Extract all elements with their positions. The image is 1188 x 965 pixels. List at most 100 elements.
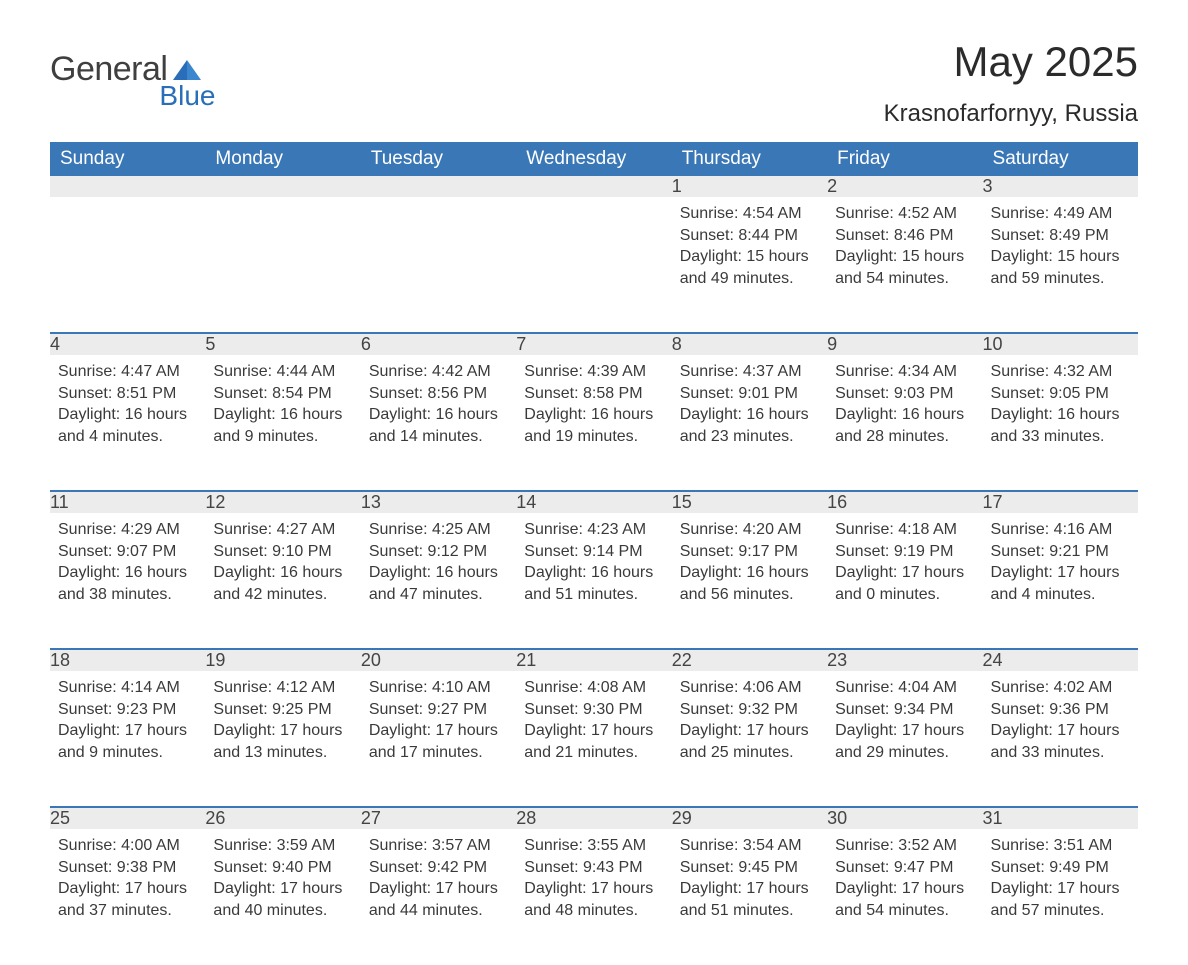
- sunrise-label: Sunrise:: [524, 363, 587, 380]
- daylight-line: Daylight: 17 hours and 48 minutes.: [524, 878, 663, 921]
- day-details: Sunrise: 4:32 AMSunset: 9:05 PMDaylight:…: [983, 355, 1138, 449]
- day-cell: Sunrise: 4:12 AMSunset: 9:25 PMDaylight:…: [205, 671, 360, 807]
- sunrise-line: Sunrise: 4:29 AM: [58, 519, 197, 541]
- sunset-label: Sunset:: [991, 701, 1050, 718]
- day-number: 4: [50, 333, 205, 355]
- sunrise-line: Sunrise: 4:47 AM: [58, 361, 197, 383]
- sunset-line: Sunset: 8:58 PM: [524, 383, 663, 405]
- sunset-value: 9:47 PM: [894, 859, 954, 876]
- daylight-line: Daylight: 16 hours and 4 minutes.: [58, 404, 197, 447]
- daylight-line: Daylight: 17 hours and 4 minutes.: [991, 562, 1130, 605]
- daylight-label: Daylight:: [213, 406, 280, 423]
- sunrise-label: Sunrise:: [369, 837, 432, 854]
- sunrise-line: Sunrise: 4:18 AM: [835, 519, 974, 541]
- daylight-line: Daylight: 17 hours and 37 minutes.: [58, 878, 197, 921]
- sunrise-value: 4:37 AM: [743, 363, 802, 380]
- day-header: Monday: [205, 142, 360, 176]
- daylight-line: Daylight: 17 hours and 21 minutes.: [524, 720, 663, 763]
- day-details: Sunrise: 3:51 AMSunset: 9:49 PMDaylight:…: [983, 829, 1138, 923]
- sunrise-line: Sunrise: 4:37 AM: [680, 361, 819, 383]
- daylight-label: Daylight:: [213, 880, 280, 897]
- daylight-label: Daylight:: [835, 722, 902, 739]
- day-details: Sunrise: 4:54 AMSunset: 8:44 PMDaylight:…: [672, 197, 827, 291]
- sunrise-value: 4:29 AM: [121, 521, 180, 538]
- day-cell: Sunrise: 4:00 AMSunset: 9:38 PMDaylight:…: [50, 829, 205, 965]
- day-number: 12: [205, 491, 360, 513]
- day-cell: Sunrise: 3:52 AMSunset: 9:47 PMDaylight:…: [827, 829, 982, 965]
- daylight-line: Daylight: 16 hours and 56 minutes.: [680, 562, 819, 605]
- sunrise-value: 4:54 AM: [743, 205, 802, 222]
- day-number: 24: [983, 649, 1138, 671]
- day-number: 20: [361, 649, 516, 671]
- sunset-line: Sunset: 9:30 PM: [524, 699, 663, 721]
- daylight-line: Daylight: 16 hours and 42 minutes.: [213, 562, 352, 605]
- sunset-line: Sunset: 8:54 PM: [213, 383, 352, 405]
- daylight-line: Daylight: 17 hours and 33 minutes.: [991, 720, 1130, 763]
- sunset-label: Sunset:: [835, 385, 894, 402]
- daylight-label: Daylight:: [991, 722, 1058, 739]
- calendar-table: SundayMondayTuesdayWednesdayThursdayFrid…: [50, 142, 1138, 965]
- sunset-label: Sunset:: [369, 385, 428, 402]
- day-cell: Sunrise: 3:57 AMSunset: 9:42 PMDaylight:…: [361, 829, 516, 965]
- sunset-label: Sunset:: [680, 859, 739, 876]
- day-cell: Sunrise: 3:59 AMSunset: 9:40 PMDaylight:…: [205, 829, 360, 965]
- day-number: 23: [827, 649, 982, 671]
- sunrise-line: Sunrise: 4:44 AM: [213, 361, 352, 383]
- day-header: Thursday: [672, 142, 827, 176]
- day-number: 27: [361, 807, 516, 829]
- daylight-label: Daylight:: [524, 564, 591, 581]
- day-number: 26: [205, 807, 360, 829]
- sunrise-value: 4:12 AM: [277, 679, 336, 696]
- day-details: Sunrise: 4:29 AMSunset: 9:07 PMDaylight:…: [50, 513, 205, 607]
- day-cell: Sunrise: 4:10 AMSunset: 9:27 PMDaylight:…: [361, 671, 516, 807]
- sunrise-value: 3:52 AM: [898, 837, 957, 854]
- sunrise-line: Sunrise: 4:52 AM: [835, 203, 974, 225]
- daylight-line: Daylight: 16 hours and 23 minutes.: [680, 404, 819, 447]
- sunrise-value: 4:47 AM: [121, 363, 180, 380]
- day-header: Saturday: [983, 142, 1138, 176]
- day-details: Sunrise: 4:18 AMSunset: 9:19 PMDaylight:…: [827, 513, 982, 607]
- day-details: Sunrise: 4:47 AMSunset: 8:51 PMDaylight:…: [50, 355, 205, 449]
- sunset-value: 8:44 PM: [738, 227, 798, 244]
- day-cell: Sunrise: 4:44 AMSunset: 8:54 PMDaylight:…: [205, 355, 360, 491]
- sunrise-label: Sunrise:: [991, 363, 1054, 380]
- day-number: 11: [50, 491, 205, 513]
- sunset-value: 9:32 PM: [738, 701, 798, 718]
- day-details: Sunrise: 4:06 AMSunset: 9:32 PMDaylight:…: [672, 671, 827, 765]
- sunrise-line: Sunrise: 4:02 AM: [991, 677, 1130, 699]
- sunset-label: Sunset:: [213, 385, 272, 402]
- empty-day-cell: [361, 197, 516, 333]
- sunset-label: Sunset:: [835, 227, 894, 244]
- sunset-line: Sunset: 9:49 PM: [991, 857, 1130, 879]
- sunset-label: Sunset:: [369, 543, 428, 560]
- sunrise-line: Sunrise: 4:16 AM: [991, 519, 1130, 541]
- sunset-line: Sunset: 8:49 PM: [991, 225, 1130, 247]
- sunrise-label: Sunrise:: [835, 679, 898, 696]
- daylight-line: Daylight: 16 hours and 9 minutes.: [213, 404, 352, 447]
- sunset-label: Sunset:: [524, 385, 583, 402]
- day-details: Sunrise: 4:23 AMSunset: 9:14 PMDaylight:…: [516, 513, 671, 607]
- day-details: Sunrise: 4:42 AMSunset: 8:56 PMDaylight:…: [361, 355, 516, 449]
- day-number: 1: [672, 176, 827, 197]
- sunrise-value: 4:20 AM: [743, 521, 802, 538]
- daylight-line: Daylight: 15 hours and 54 minutes.: [835, 246, 974, 289]
- sunrise-label: Sunrise:: [680, 363, 743, 380]
- day-number: 5: [205, 333, 360, 355]
- day-details: Sunrise: 4:37 AMSunset: 9:01 PMDaylight:…: [672, 355, 827, 449]
- day-cell: Sunrise: 4:06 AMSunset: 9:32 PMDaylight:…: [672, 671, 827, 807]
- sunrise-line: Sunrise: 4:08 AM: [524, 677, 663, 699]
- sunrise-label: Sunrise:: [58, 679, 121, 696]
- sunset-line: Sunset: 9:05 PM: [991, 383, 1130, 405]
- sunset-value: 9:43 PM: [583, 859, 643, 876]
- sunrise-value: 4:08 AM: [587, 679, 646, 696]
- sunset-value: 9:17 PM: [738, 543, 798, 560]
- sunset-label: Sunset:: [835, 859, 894, 876]
- daylight-line: Daylight: 17 hours and 57 minutes.: [991, 878, 1130, 921]
- daylight-line: Daylight: 16 hours and 51 minutes.: [524, 562, 663, 605]
- daylight-label: Daylight:: [835, 564, 902, 581]
- sunset-line: Sunset: 9:45 PM: [680, 857, 819, 879]
- daylight-label: Daylight:: [369, 564, 436, 581]
- sunrise-label: Sunrise:: [835, 521, 898, 538]
- day-details: Sunrise: 4:39 AMSunset: 8:58 PMDaylight:…: [516, 355, 671, 449]
- sunrise-line: Sunrise: 4:12 AM: [213, 677, 352, 699]
